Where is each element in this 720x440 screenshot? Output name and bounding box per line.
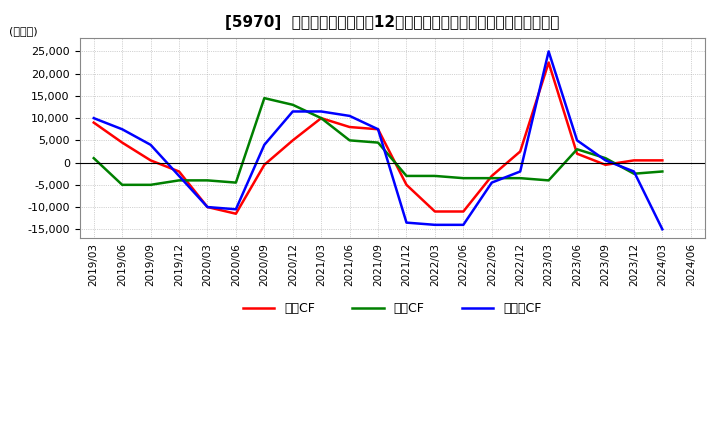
営業CF: [402, 182, 411, 187]
Line: フリーCF: フリーCF: [94, 51, 662, 229]
Y-axis label: (百万円): (百万円): [9, 26, 37, 36]
投資CF: [544, 178, 553, 183]
営業CF: [175, 169, 184, 174]
営業CF: [260, 162, 269, 168]
フリーCF: [232, 207, 240, 212]
フリーCF: [459, 222, 468, 227]
投資CF: [402, 173, 411, 179]
営業CF: [544, 60, 553, 65]
フリーCF: [118, 127, 127, 132]
フリーCF: [346, 113, 354, 118]
営業CF: [601, 162, 610, 168]
フリーCF: [544, 49, 553, 54]
投資CF: [601, 155, 610, 161]
投資CF: [203, 178, 212, 183]
フリーCF: [572, 138, 581, 143]
フリーCF: [374, 127, 382, 132]
営業CF: [346, 125, 354, 130]
フリーCF: [516, 169, 525, 174]
営業CF: [146, 158, 155, 163]
営業CF: [374, 127, 382, 132]
投資CF: [317, 115, 325, 121]
営業CF: [629, 158, 638, 163]
投資CF: [89, 155, 98, 161]
投資CF: [572, 147, 581, 152]
投資CF: [487, 176, 496, 181]
投資CF: [146, 182, 155, 187]
投資CF: [118, 182, 127, 187]
フリーCF: [317, 109, 325, 114]
フリーCF: [629, 169, 638, 174]
営業CF: [487, 173, 496, 179]
フリーCF: [431, 222, 439, 227]
Title: [5970]  キャッシュフローの12か月移動合計の対前年同期増減額の推移: [5970] キャッシュフローの12か月移動合計の対前年同期増減額の推移: [225, 15, 559, 30]
営業CF: [289, 138, 297, 143]
投資CF: [431, 173, 439, 179]
営業CF: [658, 158, 667, 163]
投資CF: [260, 95, 269, 101]
営業CF: [89, 120, 98, 125]
投資CF: [232, 180, 240, 185]
フリーCF: [203, 205, 212, 210]
投資CF: [658, 169, 667, 174]
営業CF: [232, 211, 240, 216]
フリーCF: [289, 109, 297, 114]
投資CF: [516, 176, 525, 181]
フリーCF: [260, 142, 269, 147]
Line: 営業CF: 営業CF: [94, 62, 662, 214]
フリーCF: [402, 220, 411, 225]
投資CF: [289, 102, 297, 107]
営業CF: [431, 209, 439, 214]
フリーCF: [89, 115, 98, 121]
フリーCF: [487, 180, 496, 185]
フリーCF: [146, 142, 155, 147]
投資CF: [459, 176, 468, 181]
営業CF: [203, 205, 212, 210]
営業CF: [118, 140, 127, 145]
営業CF: [572, 151, 581, 156]
フリーCF: [175, 173, 184, 179]
Line: 投資CF: 投資CF: [94, 98, 662, 185]
Legend: 営業CF, 投資CF, フリーCF: 営業CF, 投資CF, フリーCF: [238, 297, 546, 320]
フリーCF: [601, 158, 610, 163]
投資CF: [175, 178, 184, 183]
営業CF: [459, 209, 468, 214]
営業CF: [516, 149, 525, 154]
投資CF: [374, 140, 382, 145]
投資CF: [629, 171, 638, 176]
営業CF: [317, 115, 325, 121]
投資CF: [346, 138, 354, 143]
フリーCF: [658, 227, 667, 232]
